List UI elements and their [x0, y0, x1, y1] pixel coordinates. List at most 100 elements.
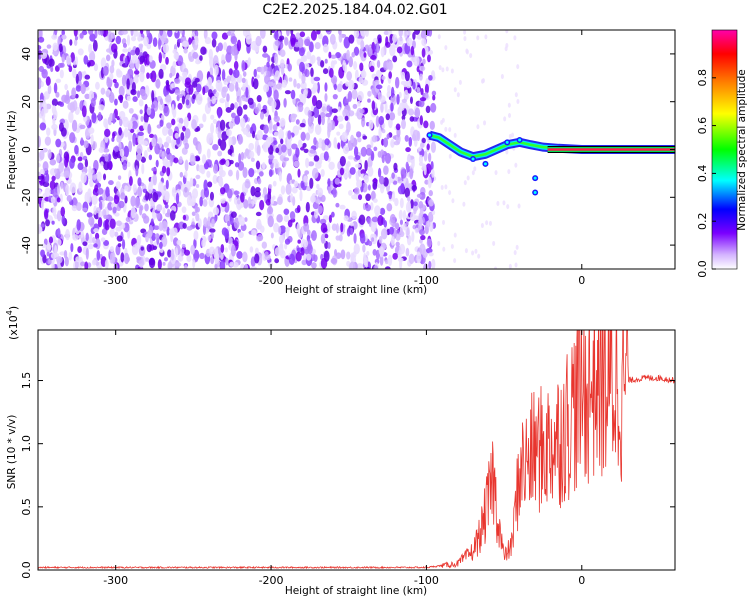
noise-speckle — [279, 242, 284, 249]
noise-speckle — [157, 37, 161, 50]
noise-speckle — [104, 121, 109, 131]
noise-speckle — [262, 53, 269, 58]
noise-speckle — [313, 137, 317, 146]
noise-speckle — [226, 31, 232, 36]
noise-speckle — [123, 127, 129, 138]
noise-speckle — [80, 83, 86, 95]
noise-speckle — [284, 238, 291, 245]
noise-speckle — [170, 231, 174, 243]
noise-speckle — [89, 178, 94, 188]
noise-speckle — [144, 54, 148, 66]
noise-speckle — [442, 219, 446, 225]
noise-speckle — [295, 119, 300, 125]
noise-speckle — [107, 30, 113, 43]
noise-speckle — [516, 64, 520, 70]
noise-speckle — [283, 208, 290, 215]
noise-speckle — [264, 251, 269, 257]
noise-speckle — [263, 83, 270, 93]
noise-speckle — [403, 89, 410, 100]
noise-speckle — [182, 214, 187, 221]
noise-speckle — [338, 123, 344, 129]
noise-speckle — [192, 259, 196, 269]
noise-speckle — [353, 61, 358, 70]
noise-speckle — [276, 82, 283, 91]
noise-speckle — [347, 155, 354, 160]
noise-speckle — [183, 47, 188, 54]
noise-speckle — [73, 30, 78, 37]
noise-speckle — [163, 141, 169, 148]
noise-speckle — [425, 105, 431, 114]
noise-speckle — [270, 232, 274, 239]
noise-speckle — [428, 190, 433, 197]
signal-blob-core — [428, 133, 432, 137]
noise-speckle — [242, 199, 249, 209]
noise-speckle — [65, 229, 70, 241]
noise-speckle — [508, 133, 512, 139]
noise-speckle — [235, 81, 239, 92]
noise-speckle — [416, 193, 423, 198]
noise-speckle — [418, 100, 425, 108]
noise-speckle — [254, 106, 260, 115]
noise-speckle — [372, 181, 378, 190]
noise-speckle — [103, 214, 109, 220]
noise-speckle — [94, 184, 99, 193]
noise-speckle — [310, 195, 316, 203]
noise-speckle — [323, 151, 329, 162]
noise-speckle — [360, 146, 367, 157]
noise-speckle — [419, 191, 426, 200]
noise-speckle — [109, 246, 115, 253]
noise-speckle — [502, 200, 506, 206]
noise-speckle — [102, 173, 107, 181]
noise-speckle — [384, 101, 388, 113]
noise-speckle — [194, 155, 200, 161]
noise-speckle — [410, 45, 415, 56]
noise-speckle — [87, 192, 92, 203]
noise-speckle — [399, 219, 403, 226]
noise-speckle — [63, 249, 68, 259]
noise-speckle — [240, 192, 245, 203]
noise-speckle — [272, 195, 276, 200]
noise-speckle — [40, 108, 46, 120]
noise-speckle — [440, 184, 444, 190]
noise-speckle — [337, 106, 341, 112]
noise-speckle — [297, 239, 301, 244]
noise-speckle — [287, 130, 292, 140]
noise-speckle — [303, 239, 309, 248]
noise-speckle — [353, 146, 359, 158]
noise-speckle — [78, 234, 82, 240]
noise-speckle — [207, 96, 211, 109]
noise-speckle — [158, 68, 164, 79]
noise-speckle — [273, 89, 279, 101]
noise-speckle — [182, 222, 187, 229]
noise-speckle — [483, 120, 487, 126]
noise-speckle — [171, 186, 176, 197]
noise-speckle — [299, 189, 303, 202]
noise-speckle — [181, 206, 187, 214]
snr-y-label: SNR (10 * v/v) — [6, 415, 18, 490]
noise-speckle — [100, 57, 107, 69]
snr-panel: -300 -200 -100 0 0.0 0.5 1.0 1.5 Height of str… — [5, 306, 676, 597]
noise-speckle — [197, 218, 202, 228]
noise-speckle — [89, 33, 96, 42]
noise-speckle — [418, 154, 424, 164]
noise-speckle — [236, 199, 241, 205]
noise-speckle — [119, 95, 123, 104]
noise-speckle — [297, 139, 303, 148]
noise-speckle — [311, 262, 317, 269]
noise-speckle — [426, 143, 430, 151]
noise-speckle — [121, 30, 128, 35]
noise-speckle — [78, 181, 83, 193]
noise-speckle — [476, 124, 480, 130]
noise-speckle — [159, 98, 164, 106]
noise-speckle — [111, 59, 115, 67]
noise-speckle — [261, 162, 266, 170]
noise-speckle — [380, 228, 388, 240]
noise-speckle — [38, 189, 42, 195]
noise-speckle — [204, 37, 212, 45]
noise-speckle — [87, 62, 91, 67]
noise-speckle — [344, 98, 350, 104]
noise-speckle — [227, 220, 231, 227]
noise-speckle — [151, 103, 155, 110]
noise-speckle — [279, 49, 286, 58]
noise-speckle — [219, 259, 226, 269]
